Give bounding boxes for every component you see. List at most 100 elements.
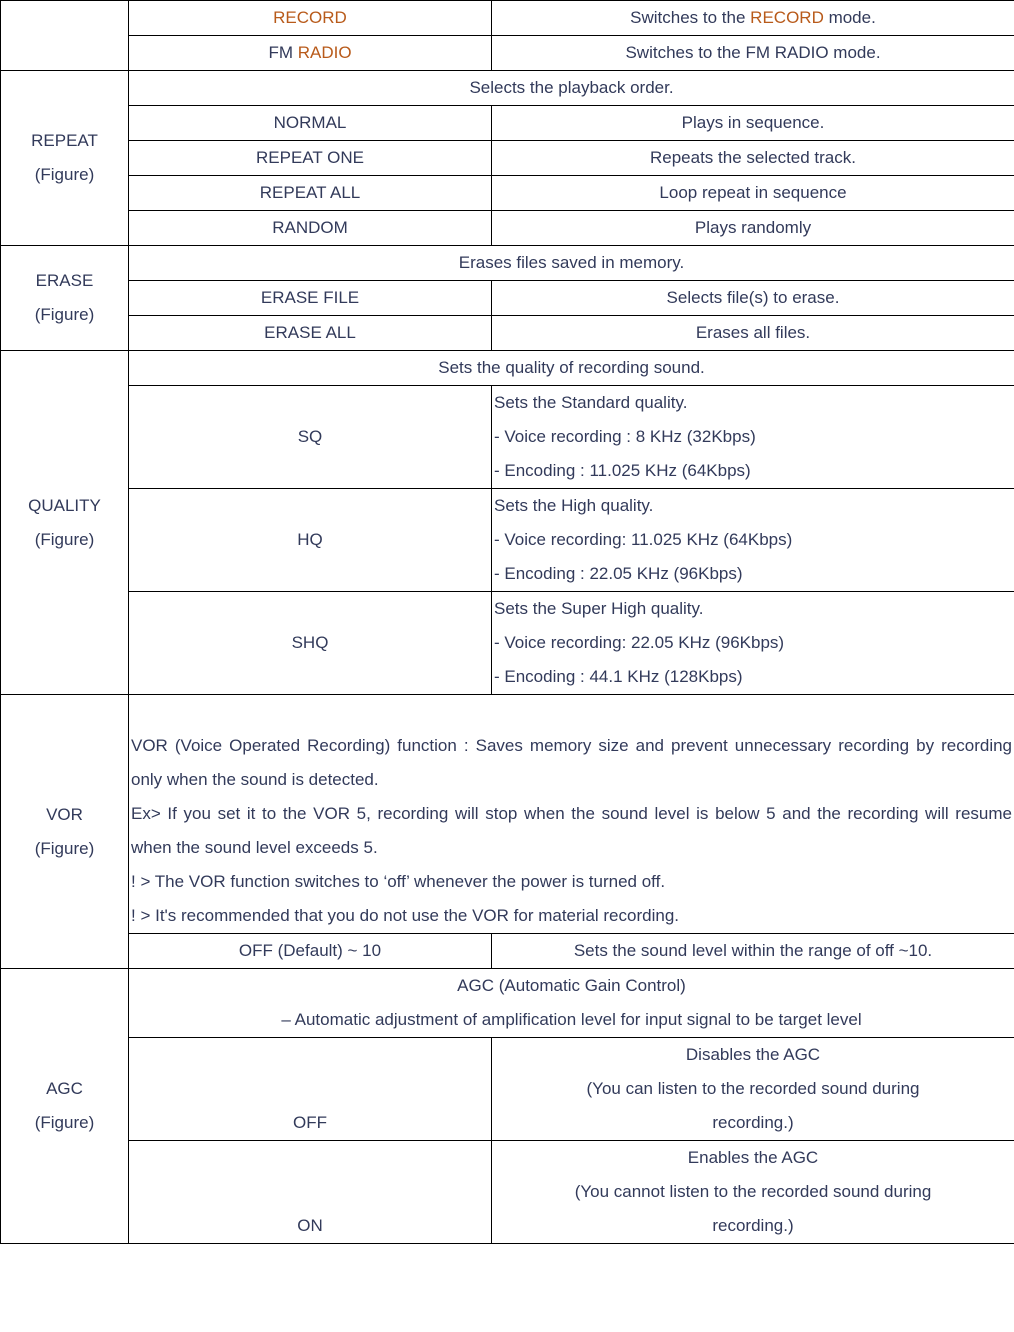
group-intro: AGC (Automatic Gain Control) – Automatic… xyxy=(129,969,1014,1038)
desc-line: - Voice recording : 8 KHz (32Kbps) xyxy=(494,427,756,446)
option-label: ERASE FILE xyxy=(261,288,359,307)
option-label-prefix: FM xyxy=(268,43,297,62)
desc-text: Repeats the selected track. xyxy=(650,148,856,167)
option-cell: REPEAT ALL xyxy=(129,176,492,211)
table-row: HQ Sets the High quality. - Voice record… xyxy=(1,489,1014,592)
group-header-agc: AGC (Figure) xyxy=(1,969,129,1244)
desc-text-post: mode. xyxy=(824,8,876,27)
desc-cell: Switches to the FM RADIO mode. xyxy=(492,36,1014,71)
group-intro: Erases files saved in memory. xyxy=(129,246,1014,281)
group-title: ERASE xyxy=(36,271,94,290)
option-label: NORMAL xyxy=(274,113,347,132)
option-label: ON xyxy=(297,1216,323,1235)
group-header-repeat: REPEAT (Figure) xyxy=(1,71,129,246)
option-label: HQ xyxy=(297,530,323,549)
desc-line: Disables the AGC xyxy=(686,1045,820,1064)
desc-text: Switches to the FM RADIO mode. xyxy=(625,43,880,62)
table-row: AGC (Figure) AGC (Automatic Gain Control… xyxy=(1,969,1014,1038)
option-cell: FM RADIO xyxy=(129,36,492,71)
option-cell: NORMAL xyxy=(129,106,492,141)
option-cell: SQ xyxy=(129,386,492,489)
desc-cell: Plays in sequence. xyxy=(492,106,1014,141)
desc-cell: Enables the AGC (You cannot listen to th… xyxy=(492,1141,1014,1244)
table-row: REPEAT (Figure) Selects the playback ord… xyxy=(1,71,1014,106)
option-cell: RECORD xyxy=(129,1,492,36)
option-label: REPEAT ONE xyxy=(256,148,364,167)
desc-line: Sets the High quality. xyxy=(494,496,653,515)
group-header-vor: VOR (Figure) xyxy=(1,695,129,969)
desc-text: Sets the sound level within the range of… xyxy=(574,941,932,960)
desc-line: - Encoding : 11.025 KHz (64Kbps) xyxy=(494,461,751,480)
table-row: ON Enables the AGC (You cannot listen to… xyxy=(1,1141,1014,1244)
table-row: FM RADIO Switches to the FM RADIO mode. xyxy=(1,36,1014,71)
desc-text: Erases all files. xyxy=(696,323,810,342)
desc-line: (You cannot listen to the recorded sound… xyxy=(575,1182,932,1201)
desc-line: - Voice recording: 11.025 KHz (64Kbps) xyxy=(494,530,792,549)
option-label: RECORD xyxy=(273,8,347,27)
table-row: REPEAT ONE Repeats the selected track. xyxy=(1,141,1014,176)
option-cell: HQ xyxy=(129,489,492,592)
table-row: SQ Sets the Standard quality. - Voice re… xyxy=(1,386,1014,489)
group-header-blank xyxy=(1,1,129,71)
group-intro: Sets the quality of recording sound. xyxy=(129,351,1014,386)
option-cell: REPEAT ONE xyxy=(129,141,492,176)
intro-line: – Automatic adjustment of amplification … xyxy=(281,1010,861,1029)
desc-text-accent: RECORD xyxy=(750,8,824,27)
desc-cell: Sets the High quality. - Voice recording… xyxy=(492,489,1014,592)
settings-table: RECORD Switches to the RECORD mode. FM R… xyxy=(0,0,1014,1244)
table-row: OFF Disables the AGC (You can listen to … xyxy=(1,1038,1014,1141)
group-header-erase: ERASE (Figure) xyxy=(1,246,129,351)
option-label-accent: RADIO xyxy=(298,43,352,62)
desc-line: (You can listen to the recorded sound du… xyxy=(587,1079,920,1098)
table-row: ERASE ALL Erases all files. xyxy=(1,316,1014,351)
table-row: REPEAT ALL Loop repeat in sequence xyxy=(1,176,1014,211)
table-row: ERASE FILE Selects file(s) to erase. xyxy=(1,281,1014,316)
group-subtitle: (Figure) xyxy=(35,1113,95,1132)
option-cell: ON xyxy=(129,1141,492,1244)
desc-line: - Voice recording: 22.05 KHz (96Kbps) xyxy=(494,633,784,652)
para-text: VOR (Voice Operated Recording) function … xyxy=(131,736,1012,925)
table-row: RANDOM Plays randomly xyxy=(1,211,1014,246)
table-row: QUALITY (Figure) Sets the quality of rec… xyxy=(1,351,1014,386)
desc-cell: Selects file(s) to erase. xyxy=(492,281,1014,316)
desc-cell: Switches to the RECORD mode. xyxy=(492,1,1014,36)
option-label: RANDOM xyxy=(272,218,348,237)
intro-text: Sets the quality of recording sound. xyxy=(438,358,705,377)
option-label: SQ xyxy=(298,427,323,446)
desc-cell: Loop repeat in sequence xyxy=(492,176,1014,211)
desc-line: - Encoding : 22.05 KHz (96Kbps) xyxy=(494,564,743,583)
option-cell: OFF (Default) ~ 10 xyxy=(129,934,492,969)
option-label: SHQ xyxy=(292,633,329,652)
group-paragraph: VOR (Voice Operated Recording) function … xyxy=(129,695,1014,934)
table-row: RECORD Switches to the RECORD mode. xyxy=(1,1,1014,36)
desc-line: recording.) xyxy=(712,1113,793,1132)
intro-line: AGC (Automatic Gain Control) xyxy=(457,976,686,995)
group-title: QUALITY xyxy=(28,496,101,515)
desc-text: Plays randomly xyxy=(695,218,811,237)
desc-line: Enables the AGC xyxy=(688,1148,818,1167)
option-label: OFF (Default) ~ 10 xyxy=(239,941,381,960)
desc-line: Sets the Super High quality. xyxy=(494,599,703,618)
group-title: VOR xyxy=(46,805,83,824)
desc-cell: Sets the Super High quality. - Voice rec… xyxy=(492,592,1014,695)
desc-text: Plays in sequence. xyxy=(682,113,825,132)
desc-text-pre: Switches to the xyxy=(630,8,750,27)
table-row: NORMAL Plays in sequence. xyxy=(1,106,1014,141)
group-title: REPEAT xyxy=(31,131,98,150)
option-cell: SHQ xyxy=(129,592,492,695)
desc-line: recording.) xyxy=(712,1216,793,1235)
group-subtitle: (Figure) xyxy=(35,839,95,858)
option-cell: ERASE ALL xyxy=(129,316,492,351)
option-cell: OFF xyxy=(129,1038,492,1141)
desc-cell: Sets the sound level within the range of… xyxy=(492,934,1014,969)
option-label: OFF xyxy=(293,1113,327,1132)
group-header-quality: QUALITY (Figure) xyxy=(1,351,129,695)
desc-cell: Erases all files. xyxy=(492,316,1014,351)
desc-text: Loop repeat in sequence xyxy=(659,183,846,202)
table-row: SHQ Sets the Super High quality. - Voice… xyxy=(1,592,1014,695)
desc-text: Selects file(s) to erase. xyxy=(667,288,840,307)
desc-cell: Plays randomly xyxy=(492,211,1014,246)
desc-cell: Sets the Standard quality. - Voice recor… xyxy=(492,386,1014,489)
table-row: VOR (Figure) VOR (Voice Operated Recordi… xyxy=(1,695,1014,934)
desc-line: - Encoding : 44.1 KHz (128Kbps) xyxy=(494,667,743,686)
